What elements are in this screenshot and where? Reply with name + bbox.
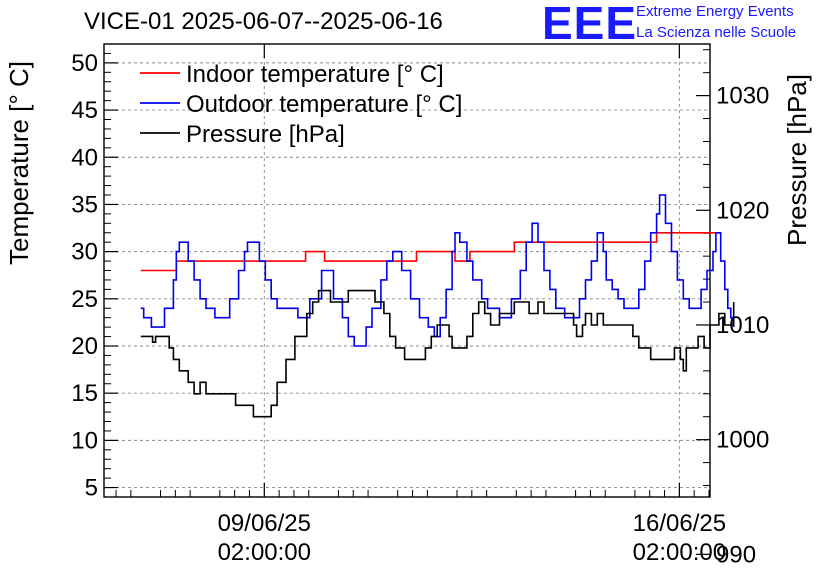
right-tick-label: 1030 — [716, 83, 769, 110]
legend-label-2: Pressure [hPa] — [186, 121, 345, 148]
left-tick-label: 45 — [71, 97, 98, 124]
right-tick-label: 1020 — [716, 197, 769, 224]
series-line-2 — [140, 289, 735, 418]
right-tick-label: 1000 — [716, 427, 769, 454]
left-tick-label: 35 — [71, 191, 98, 218]
axis-ticks: 5101520253035404550990100010101020103009… — [71, 43, 769, 568]
grid-lines — [104, 44, 710, 497]
chart-title: VICE-01 2025-06-07--2025-06-16 — [84, 8, 443, 35]
left-tick-label: 30 — [71, 239, 98, 266]
logo-line-2: La Scienza nelle Scuole — [636, 24, 797, 41]
x-tick-label-date: 09/06/25 — [218, 510, 311, 537]
x-tick-label-time: 02:00:00 — [218, 539, 311, 566]
logo-line-1: Extreme Energy Events — [636, 3, 794, 20]
left-tick-label: 10 — [71, 427, 98, 454]
right-tick-label: 990 — [716, 541, 756, 568]
left-tick-label: 40 — [71, 144, 98, 171]
series-line-0 — [140, 232, 716, 272]
left-tick-label: 50 — [71, 50, 98, 77]
left-tick-label: 20 — [71, 333, 98, 360]
x-tick-label-date: 16/06/25 — [633, 510, 726, 537]
legend-label-1: Outdoor temperature [° C] — [186, 91, 462, 118]
left-tick-label: 5 — [85, 475, 98, 502]
left-tick-label: 15 — [71, 380, 98, 407]
y-axis-left-label: Temperature [° C] — [4, 61, 34, 265]
eee-logo: EEE — [542, 0, 638, 49]
series-line-1 — [140, 194, 735, 347]
data-series — [140, 194, 735, 418]
legend-label-0: Indoor temperature [° C] — [186, 61, 444, 88]
left-tick-label: 25 — [71, 286, 98, 313]
y-axis-right-label: Pressure [hPa] — [782, 74, 812, 246]
x-tick-label-time: 02:00:00 — [633, 539, 726, 566]
legend: Indoor temperature [° C] Outdoor temperat… — [140, 61, 462, 148]
